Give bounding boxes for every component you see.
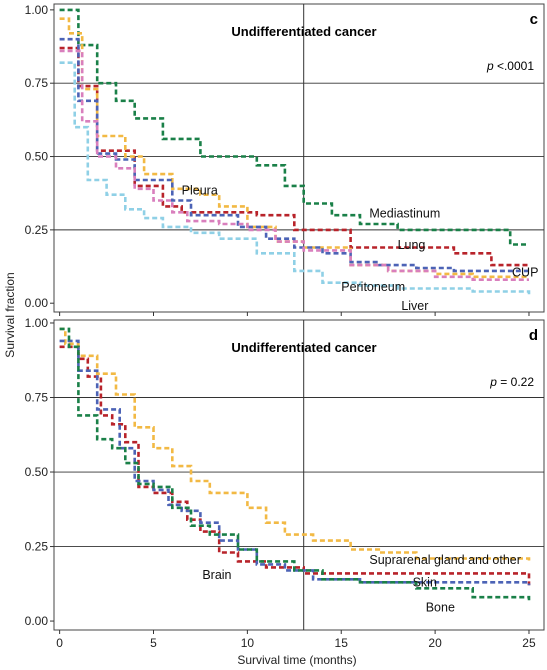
x-tick-label: 5	[150, 636, 157, 650]
x-axis-label: Survival time (months)	[237, 653, 356, 667]
p-value: p = 0.22	[489, 375, 534, 389]
series-label-peritoneum: Peritoneum	[341, 280, 405, 294]
series-label-liver: Liver	[401, 299, 428, 313]
series-label-bone: Bone	[426, 601, 455, 615]
series-label-skin: Skin	[413, 575, 437, 589]
series-label-pleura: Pleura	[182, 183, 218, 197]
y-tick-label: 0.75	[25, 76, 49, 90]
series-line-mediastinum	[59, 8, 529, 246]
p-value-symbol: p	[486, 59, 497, 73]
y-tick-label: 0.25	[25, 223, 49, 237]
panel-letter: d	[529, 327, 538, 344]
y-tick-label: 1.00	[25, 3, 49, 17]
series-label-brain: Brain	[202, 568, 231, 582]
y-tick-label: 0.50	[25, 150, 49, 164]
series-line-liver	[59, 61, 531, 295]
series-label-cup: CUP	[512, 265, 538, 279]
y-tick-label: 0.00	[25, 296, 49, 310]
panel-c-chart: 0.00 0.25 0.50 0.75 1.00 Mediastinum Lung Pleur…	[25, 3, 545, 316]
y-tick-label: 0.00	[25, 614, 49, 628]
panel-letter: c	[530, 11, 538, 28]
y-axis-label: Survival fraction	[3, 272, 17, 357]
x-tick-label: 0	[56, 636, 63, 650]
y-tick-label: 0.25	[25, 540, 49, 554]
series-label-mediastinum: Mediastinum	[369, 207, 440, 221]
series-label-lung: Lung	[398, 238, 426, 252]
p-value-symbol: p	[489, 375, 500, 389]
x-tick-label: 20	[428, 636, 442, 650]
y-tick-label: 1.00	[25, 316, 49, 330]
x-tick-label: 15	[335, 636, 349, 650]
p-value-text: <.0001	[497, 59, 534, 73]
y-tick-label: 0.75	[25, 391, 49, 405]
p-value: p <.0001	[486, 59, 534, 73]
series-line-bone	[59, 327, 531, 601]
series-line-suprarenal-gland-and-other	[59, 327, 531, 562]
y-tick-label: 0.50	[25, 465, 49, 479]
series-line-cup	[59, 37, 529, 273]
x-tick-label: 10	[241, 636, 255, 650]
x-tick-label: 25	[522, 636, 536, 650]
panel-title: Undifferentiated cancer	[231, 24, 376, 39]
series-line-peritoneum	[59, 49, 529, 281]
p-value-text: = 0.22	[500, 375, 534, 389]
series-line-skin	[59, 339, 531, 586]
panel-title: Undifferentiated cancer	[231, 340, 376, 355]
plot-frame	[53, 3, 545, 313]
panel-d-chart: 0.00 0.25 0.50 0.75 1.00 0 5 10 15 20 25 Suprarenal…	[25, 316, 545, 650]
series-label-suprarenal-gland-and-other: Suprarenal gland and other	[369, 553, 521, 567]
